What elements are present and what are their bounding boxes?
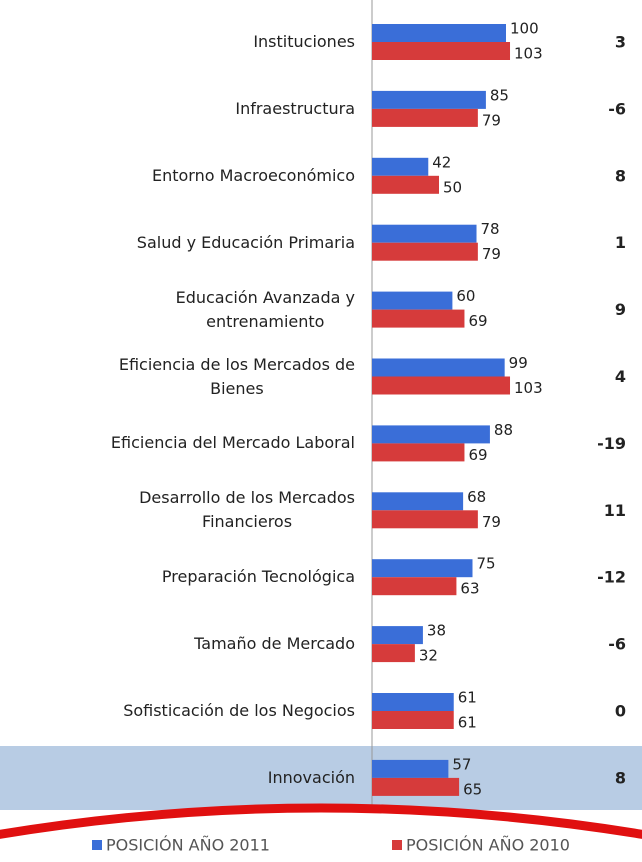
bar <box>372 24 506 42</box>
category-text: Educación Avanzada y entrenamiento <box>175 287 355 331</box>
decorative-arc <box>0 803 642 839</box>
bar <box>372 157 429 176</box>
difference-label: 8 <box>615 166 626 185</box>
legend-label: POSICIÓN AÑO 2010 <box>406 836 570 855</box>
category-text: Eficiencia de los Mercados de Bienes <box>118 354 355 398</box>
data-label: 79 <box>482 111 501 129</box>
bar <box>372 376 511 395</box>
data-label: 61 <box>458 689 477 707</box>
bar <box>372 759 449 778</box>
data-label: 38 <box>427 622 446 640</box>
data-label: 100 <box>510 20 539 38</box>
category-text: Entorno Macroeconómico <box>151 165 355 185</box>
bar <box>372 291 453 310</box>
category-label: Preparación Tecnológica <box>0 565 355 589</box>
bar <box>372 577 457 596</box>
category-text: Innovación <box>267 767 355 787</box>
category-label: Salud y Educación Primaria <box>0 231 355 255</box>
category-label: Eficiencia de los Mercados de Bienes <box>0 353 355 401</box>
data-label: 63 <box>460 580 479 598</box>
difference-label: 0 <box>615 702 626 721</box>
difference-label: -6 <box>608 99 626 118</box>
difference-label: 11 <box>604 501 626 520</box>
difference-label: 3 <box>615 33 626 52</box>
difference-label: -12 <box>597 568 626 587</box>
category-label: Innovación <box>0 766 355 790</box>
category-text: Infraestructura <box>235 98 355 118</box>
bar <box>372 224 477 243</box>
difference-label: 1 <box>615 233 626 252</box>
data-label: 103 <box>514 45 543 63</box>
data-label: 60 <box>456 287 475 305</box>
category-text: Preparación Tecnológica <box>161 567 355 587</box>
data-label: 65 <box>463 780 482 798</box>
bar <box>372 644 415 663</box>
data-label: 68 <box>467 488 486 506</box>
category-text: Desarrollo de los Mercados Financieros <box>139 488 355 532</box>
data-label: 57 <box>452 755 471 773</box>
bar <box>372 242 478 261</box>
category-label: Desarrollo de los Mercados Financieros <box>0 486 355 534</box>
category-text: Eficiencia del Mercado Laboral <box>110 433 355 453</box>
bar <box>372 711 454 729</box>
bar <box>372 559 473 578</box>
data-label: 103 <box>514 379 543 397</box>
legend-swatch <box>92 840 102 850</box>
category-label: Entorno Macroeconómico <box>0 164 355 188</box>
data-label: 88 <box>494 421 513 439</box>
data-label: 78 <box>481 220 500 238</box>
bar <box>372 175 439 194</box>
data-label: 32 <box>419 647 438 665</box>
category-text: Sofisticación de los Negocios <box>123 701 355 720</box>
data-label: 61 <box>458 714 477 732</box>
difference-label: 4 <box>615 367 626 386</box>
legend-label: POSICIÓN AÑO 2011 <box>106 836 270 855</box>
difference-label: -6 <box>608 635 626 654</box>
difference-label: -19 <box>597 434 626 453</box>
bar <box>372 443 465 462</box>
data-label: 99 <box>509 354 528 372</box>
bar <box>372 510 478 529</box>
category-label: Eficiencia del Mercado Laboral <box>0 431 355 455</box>
category-label: Infraestructura <box>0 97 355 121</box>
data-label: 69 <box>468 446 487 464</box>
data-label: 50 <box>443 178 462 196</box>
bar <box>372 90 486 109</box>
bar <box>372 108 478 127</box>
category-text: Instituciones <box>253 32 355 51</box>
bar <box>372 777 460 796</box>
data-label: 85 <box>490 86 509 104</box>
difference-label: 8 <box>615 768 626 787</box>
data-label: 69 <box>468 312 487 330</box>
data-label: 79 <box>482 513 501 531</box>
category-label: Tamaño de Mercado <box>0 632 355 656</box>
bar <box>372 626 423 645</box>
bar <box>372 309 465 328</box>
category-label: Instituciones <box>0 30 355 54</box>
bar <box>372 425 490 444</box>
category-label: Sofisticación de los Negocios <box>0 699 355 723</box>
data-label: 42 <box>432 153 451 171</box>
bar <box>372 358 505 377</box>
category-label: Educación Avanzada y entrenamiento <box>0 286 355 334</box>
category-text: Salud y Educación Primaria <box>136 232 355 252</box>
bar <box>372 693 454 711</box>
difference-label: 9 <box>615 300 626 319</box>
category-text: Tamaño de Mercado <box>194 634 355 654</box>
highlight-band <box>0 746 642 810</box>
legend-swatch <box>392 840 402 850</box>
data-label: 75 <box>477 555 496 573</box>
bar <box>372 492 464 511</box>
bar <box>372 42 511 60</box>
data-label: 79 <box>482 245 501 263</box>
